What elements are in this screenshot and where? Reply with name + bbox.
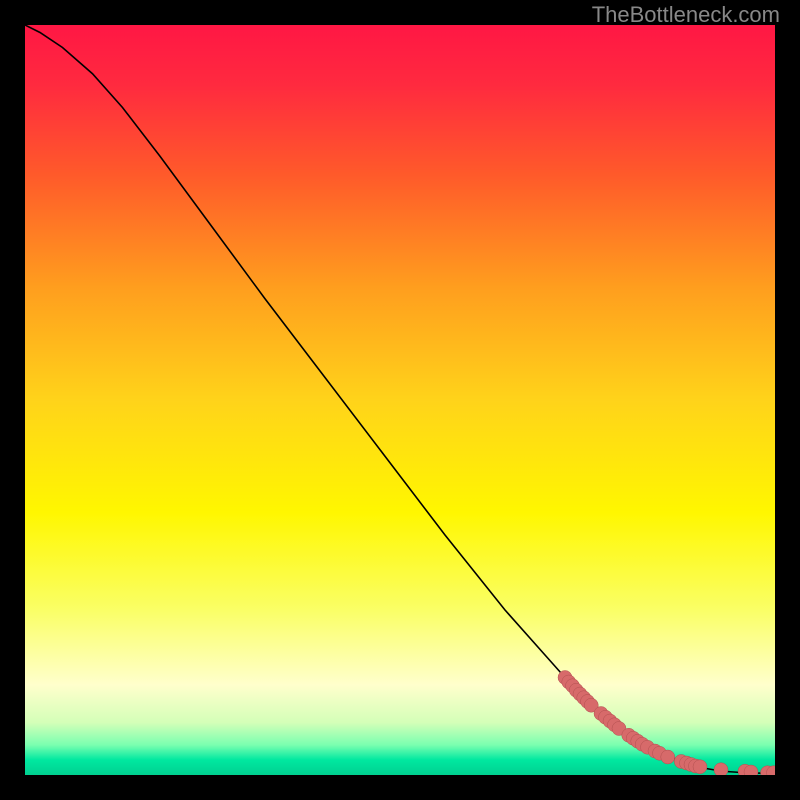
chart-scatter-point	[661, 750, 675, 764]
chart-scatter-point	[693, 760, 707, 774]
watermark-text: TheBottleneck.com	[592, 2, 780, 28]
chart-plot-area	[25, 25, 775, 775]
chart-background	[25, 25, 775, 775]
chart-scatter-point	[714, 763, 728, 775]
chart-svg	[25, 25, 775, 775]
